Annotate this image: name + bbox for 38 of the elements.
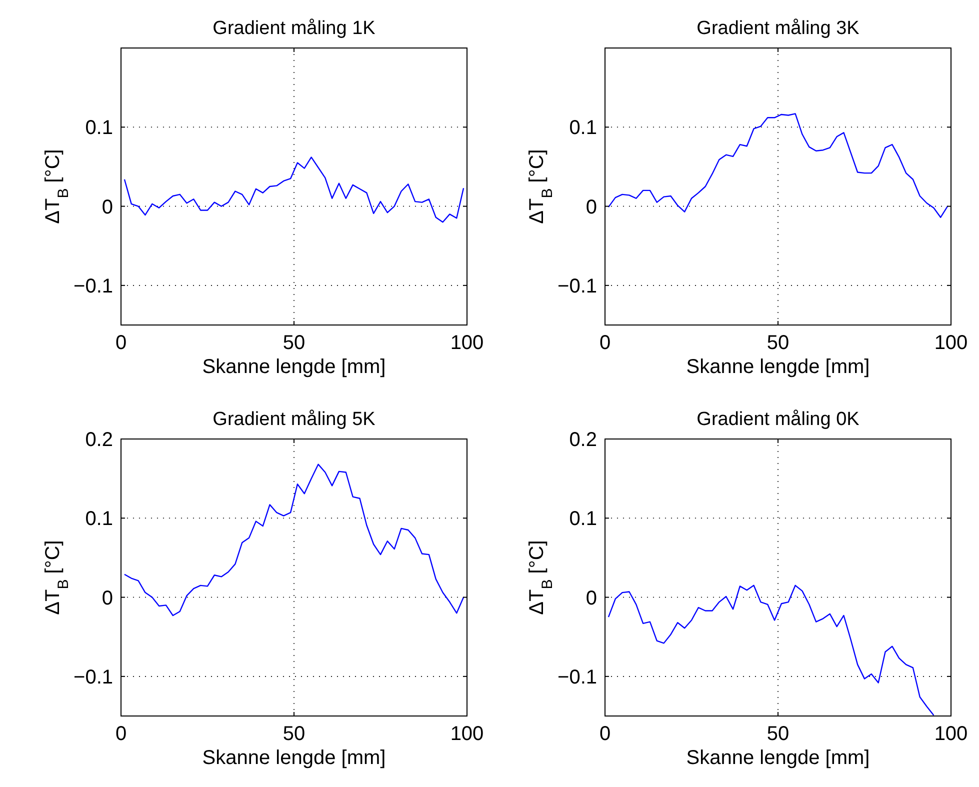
y-tick-label: 0.1 [569, 117, 597, 140]
y-tick-label: 0.2 [569, 429, 597, 451]
x-tick-label: 100 [934, 723, 968, 745]
y-tick-label: 0.2 [85, 429, 113, 451]
y-tick-label: 0.1 [569, 508, 597, 530]
chart-title: Gradient måling 1K [212, 18, 376, 39]
chart-title: Gradient måling 5K [212, 409, 376, 430]
x-tick-label: 100 [450, 332, 484, 354]
x-tick-label: 0 [115, 723, 127, 745]
y-tick-label: 0 [102, 196, 113, 218]
y-tick-label: 0.1 [85, 508, 113, 530]
y-tick-label: 0.1 [85, 117, 113, 140]
x-axis-title: Skanne lengde [mm] [202, 747, 386, 769]
x-tick-label: 0 [599, 723, 611, 745]
y-tick-label: 0 [586, 587, 597, 610]
line-series [608, 584, 934, 716]
x-tick-label: 0 [599, 332, 611, 354]
x-axis-title: Skanne lengde [mm] [202, 356, 386, 378]
x-tick-label: 0 [115, 332, 127, 354]
chart-title: Gradient måling 3K [696, 18, 860, 39]
x-tick-label: 50 [282, 332, 306, 354]
x-axis-title: Skanne lengde [mm] [686, 356, 870, 378]
line-series [124, 464, 464, 616]
y-tick-label: −0.1 [558, 666, 597, 688]
x-tick-label: 50 [282, 723, 306, 745]
y-tick-label: −0.1 [558, 275, 597, 298]
x-tick-label: 50 [766, 723, 790, 745]
x-tick-label: 100 [934, 332, 968, 354]
y-tick-label: 0 [102, 587, 113, 610]
chart-title: Gradient måling 0K [696, 409, 860, 430]
y-tick-label: 0 [586, 196, 597, 218]
x-axis-title: Skanne lengde [mm] [686, 747, 870, 769]
line-series [608, 113, 948, 218]
line-series [124, 156, 464, 223]
y-tick-label: −0.1 [74, 275, 113, 298]
y-tick-label: −0.1 [74, 666, 113, 688]
x-tick-label: 100 [450, 723, 484, 745]
x-tick-label: 50 [766, 332, 790, 354]
